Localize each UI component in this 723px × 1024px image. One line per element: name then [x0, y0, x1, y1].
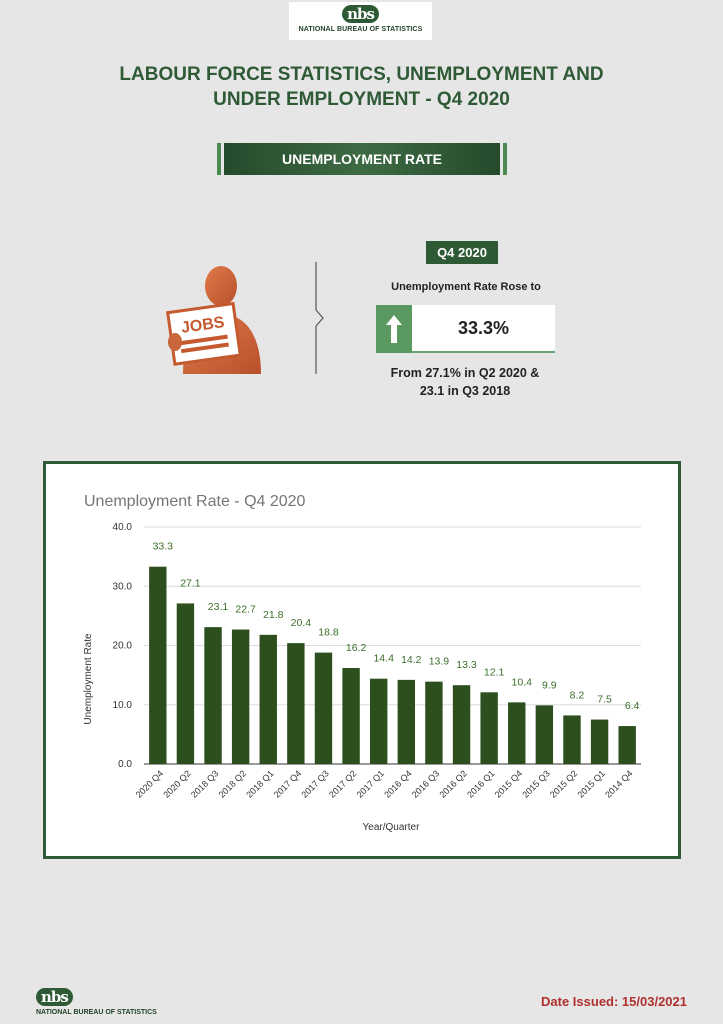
footer-logo: nbs NATIONAL BUREAU OF STATISTICS — [36, 988, 186, 1020]
x-tick-label: 2016 Q3 — [410, 768, 441, 799]
data-label: 9.9 — [542, 679, 557, 691]
headline-value-box: 33.3% — [376, 305, 555, 353]
data-label: 7.5 — [597, 694, 612, 706]
bars-layer — [149, 566, 636, 764]
bar — [397, 679, 416, 764]
nbs-logo-mark: nbs — [342, 5, 379, 23]
bar — [342, 668, 360, 764]
bar-chart: Unemployment Rate - Q4 2020 0.0 10.0 20.0 3… — [83, 493, 641, 833]
x-tick-label: 2020 Q4 — [134, 768, 165, 799]
data-label: 18.8 — [318, 627, 339, 639]
y-tick-label: 40.0 — [113, 522, 133, 533]
data-label: 14.2 — [401, 654, 422, 666]
bar — [563, 715, 581, 764]
x-tick-label: 2017 Q4 — [272, 768, 303, 799]
data-label: 33.3 — [153, 541, 174, 553]
divider-chevron — [315, 262, 324, 374]
value-labels-layer: 33.3 27.1 23.1 22.7 21.8 20.4 18.8 16.2 14.4 14.2… — [153, 541, 640, 712]
y-axis-label: Unemployment Rate — [83, 633, 94, 725]
x-tick-label: 2016 Q4 — [382, 768, 413, 799]
bar — [590, 719, 609, 764]
y-tick-label: 10.0 — [113, 700, 133, 711]
x-tick-label: 2020 Q2 — [161, 768, 192, 799]
jobs-sign-text: JOBS — [180, 314, 226, 337]
x-tick-label: 2017 Q3 — [299, 768, 330, 799]
x-tick-label: 2018 Q1 — [244, 768, 275, 799]
comparison-line1: From 27.1% in Q2 2020 & — [390, 366, 540, 380]
page-title-line2: UNDER EMPLOYMENT - Q4 2020 — [213, 89, 510, 110]
section-banner: UNEMPLOYMENT RATE — [217, 143, 507, 175]
footer-logo-mark: nbs — [36, 988, 73, 1006]
bar — [369, 678, 388, 764]
comparison-text: From 27.1% in Q2 2020 & 23.1 in Q3 2018 — [360, 364, 570, 400]
chart-title: Unemployment Rate - Q4 2020 — [84, 493, 306, 510]
x-tick-label: 2015 Q2 — [548, 768, 579, 799]
chart-frame: Unemployment Rate - Q4 2020 0.0 10.0 20.0 3… — [43, 461, 681, 859]
bar — [176, 603, 195, 764]
page-title-line1: LABOUR FORCE STATISTICS, UNEMPLOYMENT AN… — [119, 64, 604, 85]
data-label: 13.3 — [456, 659, 477, 671]
data-label: 22.7 — [235, 604, 256, 616]
arrow-up-cell — [376, 305, 412, 353]
bar — [231, 629, 250, 764]
bar — [452, 685, 471, 764]
data-label: 14.4 — [373, 653, 394, 665]
bar — [508, 702, 526, 764]
grid-layer: 0.0 10.0 20.0 30.0 40.0 — [113, 522, 641, 770]
x-tick-label: 2015 Q3 — [520, 768, 551, 799]
x-tick-label: 2016 Q2 — [437, 768, 468, 799]
logo-text: NATIONAL BUREAU OF STATISTICS — [298, 26, 423, 33]
data-label: 13.9 — [429, 656, 450, 668]
bar — [204, 627, 222, 764]
x-tick-label: 2014 Q4 — [603, 768, 634, 799]
x-axis-label: Year/Quarter — [363, 822, 421, 833]
bar — [259, 634, 277, 764]
bar — [149, 566, 167, 764]
comparison-line2: 23.1 in Q3 2018 — [419, 384, 511, 398]
bar — [425, 681, 443, 764]
x-tick-label: 2015 Q1 — [576, 768, 607, 799]
x-tick-label: 2018 Q3 — [189, 768, 220, 799]
data-label: 6.4 — [625, 700, 640, 712]
job-seeker-icon: JOBS — [165, 266, 261, 374]
data-label: 23.1 — [208, 601, 229, 613]
x-tick-label: 2018 Q2 — [217, 768, 248, 799]
y-tick-label: 0.0 — [118, 759, 132, 770]
x-tick-label: 2016 Q1 — [465, 768, 496, 799]
bar — [618, 726, 636, 764]
headline-value: 33.3% — [457, 318, 510, 338]
data-label: 16.2 — [346, 642, 367, 654]
header-logo: nbs NATIONAL BUREAU OF STATISTICS — [289, 2, 432, 40]
bar — [287, 643, 305, 764]
x-tick-label: 2017 Q1 — [355, 768, 386, 799]
x-tick-label: 2015 Q4 — [493, 768, 524, 799]
quarter-badge: Q4 2020 — [426, 241, 498, 264]
bar — [480, 692, 498, 764]
data-label: 12.1 — [484, 666, 505, 678]
x-tick-label: 2017 Q2 — [327, 768, 358, 799]
y-tick-label: 20.0 — [113, 641, 133, 652]
data-label: 21.8 — [263, 609, 284, 621]
arrow-up-icon — [386, 315, 402, 343]
page-title: LABOUR FORCE STATISTICS, UNEMPLOYMENT AN… — [0, 62, 723, 112]
data-label: 10.4 — [512, 676, 533, 688]
date-issued: Date Issued: 15/03/2021 — [541, 994, 687, 1009]
bar — [314, 652, 333, 764]
footer-logo-text: NATIONAL BUREAU OF STATISTICS — [36, 1009, 157, 1016]
data-label: 8.2 — [570, 689, 585, 701]
rose-text: Unemployment Rate Rose to — [391, 281, 541, 293]
y-tick-label: 30.0 — [113, 581, 133, 592]
bar — [535, 705, 554, 764]
data-label: 20.4 — [291, 617, 312, 629]
data-label: 27.1 — [180, 577, 201, 589]
